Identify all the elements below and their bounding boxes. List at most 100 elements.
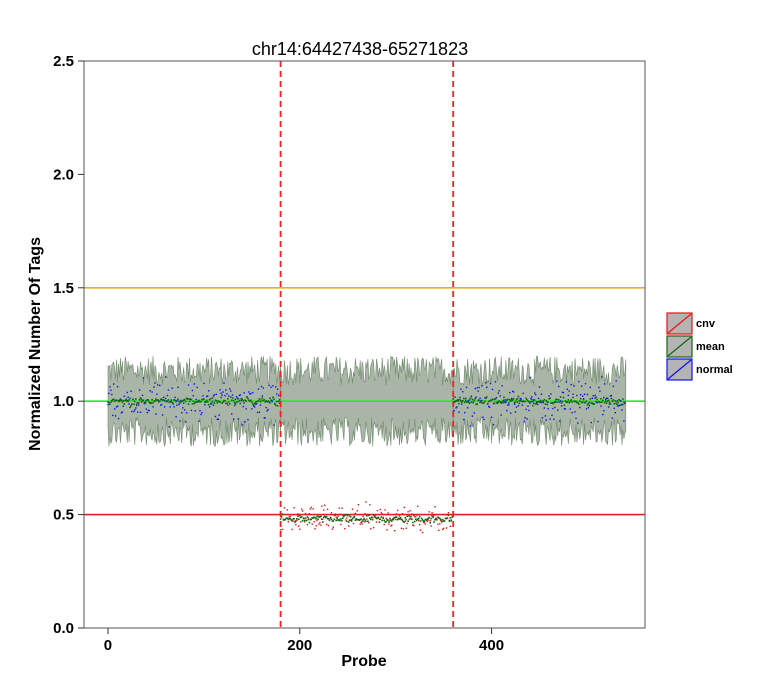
mean-point (199, 400, 201, 403)
mean-point (565, 401, 568, 404)
normal-point (530, 397, 532, 400)
mean-point (480, 401, 482, 404)
mean-point (248, 399, 250, 402)
normal-point (209, 403, 212, 405)
cnv-point (308, 513, 311, 515)
mean-point (213, 402, 216, 404)
mean-point (589, 398, 592, 400)
boundary-lines-layer (279, 61, 455, 628)
normal-point (503, 399, 505, 401)
normal-point (544, 415, 546, 417)
legend-key-line-mean (667, 336, 692, 357)
normal-point (226, 393, 228, 395)
normal-point (227, 404, 229, 406)
cnv-point (418, 519, 420, 522)
axes-layer: 0 200 400 0.0 0.5 1.0 1.5 2.0 2.5 (53, 53, 504, 654)
normal-point (130, 390, 132, 392)
normal-point (108, 392, 110, 395)
normal-point (543, 407, 545, 409)
normal-point (241, 424, 243, 426)
normal-point (614, 412, 616, 414)
mean-point (474, 397, 477, 400)
mean-point (617, 401, 619, 404)
normal-point (566, 388, 568, 390)
cnv-point (313, 521, 315, 523)
normal-point (217, 418, 219, 420)
cnv-point (327, 524, 330, 527)
mean-point (135, 403, 138, 405)
cnv-point (382, 516, 384, 518)
mean-point (155, 398, 157, 400)
normal-point (563, 408, 566, 410)
mean-point (432, 516, 434, 519)
normal-point (604, 383, 606, 385)
normal-point (527, 405, 529, 407)
mean-point (302, 517, 305, 520)
normal-point (569, 408, 571, 410)
normal-point (561, 391, 564, 394)
mean-point (537, 400, 540, 403)
mean-point (234, 403, 237, 405)
mean-point (404, 517, 407, 519)
normal-point (575, 417, 577, 420)
normal-point (255, 401, 257, 403)
normal-point (554, 406, 556, 409)
normal-point (555, 401, 557, 403)
cnv-point (420, 513, 423, 516)
cnv-point (320, 524, 322, 526)
normal-point (256, 411, 259, 414)
mean-point (369, 517, 371, 519)
mean-point (357, 519, 360, 521)
mean-point (557, 399, 560, 401)
mean-point (185, 397, 188, 400)
mean-point (331, 520, 334, 522)
normal-point (551, 414, 553, 416)
mean-point (521, 400, 524, 403)
cnv-point (348, 515, 351, 517)
cnv-point (288, 516, 290, 518)
normal-point (488, 406, 491, 408)
mean-point (396, 518, 399, 521)
normal-point (266, 410, 268, 412)
cnv-point (368, 522, 370, 524)
normal-point (131, 410, 133, 413)
mean-point (583, 401, 586, 404)
mean-point (412, 521, 414, 524)
mean-point (301, 519, 304, 522)
mean-point (395, 516, 398, 518)
mean-point (242, 399, 244, 402)
mean-point (576, 401, 578, 404)
normal-point (208, 406, 211, 408)
mean-point (141, 399, 144, 402)
cnv-point (351, 508, 354, 510)
normal-point (602, 413, 604, 416)
cnv-point (287, 521, 289, 523)
mean-point (436, 518, 438, 521)
mean-point (280, 516, 283, 518)
mean-point (624, 401, 626, 404)
mean-point (263, 399, 266, 401)
normal-point (261, 395, 264, 397)
mean-point (422, 520, 425, 522)
mean-point (520, 400, 523, 402)
mean-point (399, 516, 402, 519)
normal-point (517, 405, 520, 407)
normal-point (499, 395, 501, 397)
normal-point (620, 400, 622, 402)
x-tick-label: 400 (479, 637, 504, 654)
mean-point (463, 401, 466, 404)
normal-point (118, 399, 121, 401)
normal-point (117, 417, 120, 420)
mean-point (430, 517, 432, 520)
mean-point (122, 399, 125, 402)
mean-point (503, 396, 505, 399)
mean-point (227, 398, 229, 400)
mean-point (238, 400, 241, 402)
mean-point (622, 398, 624, 400)
mean-point (469, 397, 472, 399)
mean-point (443, 520, 446, 522)
mean-point (524, 400, 526, 403)
normal-point (161, 398, 163, 400)
normal-point (248, 391, 250, 393)
normal-point (121, 411, 124, 413)
